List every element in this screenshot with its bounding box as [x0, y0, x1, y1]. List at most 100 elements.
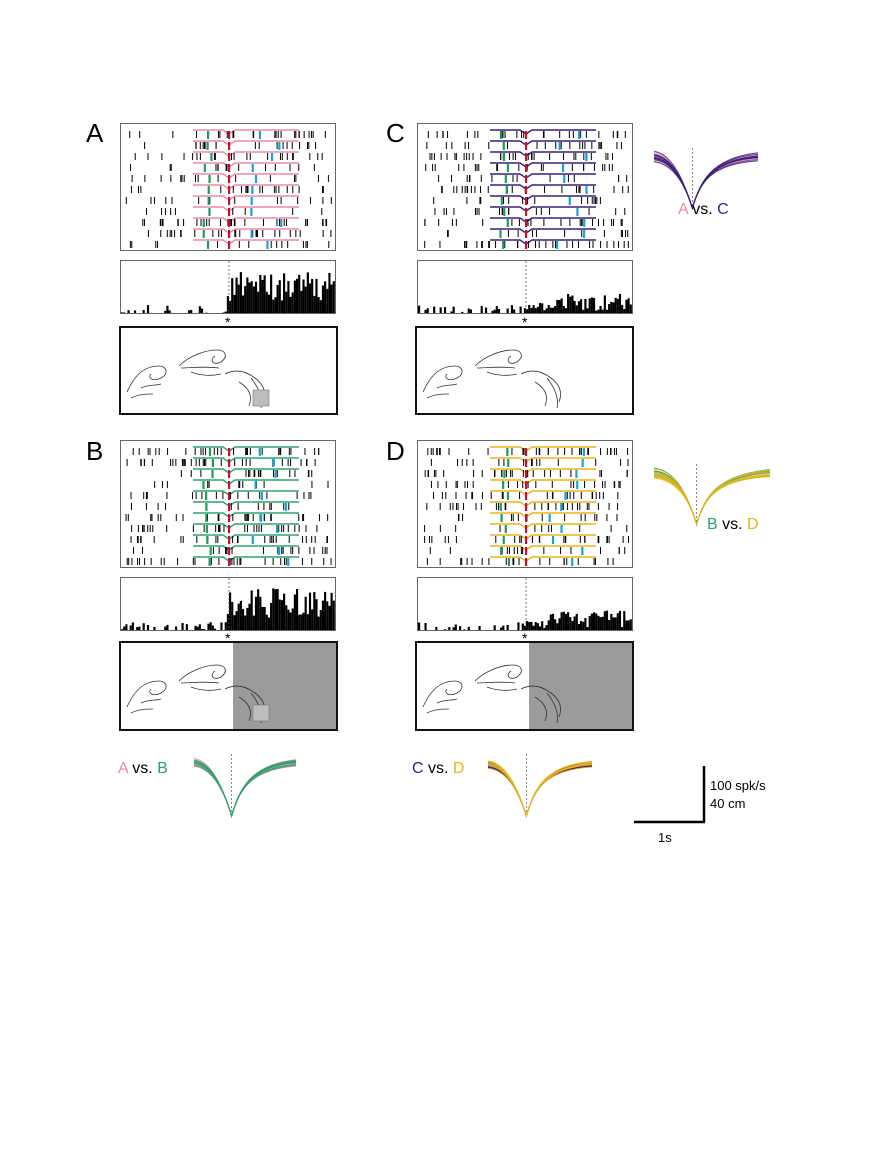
histogram-bar — [125, 624, 128, 630]
trajectory-trace — [193, 162, 299, 168]
histogram-bar — [276, 284, 279, 313]
histogram-bar — [308, 592, 312, 630]
event-tick — [525, 197, 528, 205]
occluder — [232, 643, 336, 729]
histogram-bar — [601, 309, 604, 313]
histogram-bar — [241, 608, 245, 630]
histogram-bar — [582, 309, 585, 313]
histogram-bar — [528, 621, 531, 630]
event-tick — [499, 503, 502, 511]
histogram-bar — [123, 312, 126, 313]
histogram-bar — [554, 619, 557, 630]
histogram-bar — [239, 272, 242, 313]
grasp-scene-a — [119, 326, 338, 415]
histogram-bar — [510, 305, 514, 313]
event-tick — [278, 547, 281, 555]
event-tick — [500, 547, 503, 555]
histogram-bar — [469, 309, 472, 313]
event-tick — [251, 536, 254, 544]
histogram-bar — [586, 308, 589, 313]
event-tick — [272, 459, 275, 467]
histogram-bar — [235, 277, 238, 313]
histogram-bar — [532, 625, 535, 630]
event-tick — [558, 142, 561, 150]
histogram-bar — [300, 614, 303, 630]
event-tick — [502, 481, 505, 489]
histogram-bar — [194, 625, 197, 630]
histogram-bar — [190, 309, 193, 313]
hand-drawing — [126, 664, 265, 724]
histogram-bar — [252, 286, 255, 313]
event-tick — [506, 492, 510, 500]
histogram-bar — [500, 627, 503, 630]
histogram-bar — [588, 616, 591, 630]
histogram-bar — [569, 617, 572, 630]
event-tick — [505, 186, 508, 194]
histogram-bar — [231, 278, 234, 313]
histogram-bar — [196, 626, 199, 630]
label-b: B — [707, 516, 718, 533]
histogram-bar — [252, 615, 255, 630]
histogram-bar — [160, 313, 162, 314]
event-tick — [202, 219, 205, 227]
histogram-bar — [265, 291, 268, 313]
trajectory-curve — [193, 760, 297, 818]
histogram-bar — [233, 294, 236, 313]
histogram-bar — [237, 603, 240, 630]
event-tick — [228, 208, 231, 216]
event-tick — [203, 164, 206, 172]
event-tick — [502, 142, 505, 150]
event-tick — [276, 525, 279, 533]
histogram-bar — [556, 623, 559, 630]
event-tick — [500, 197, 503, 205]
label-vs: vs. — [428, 760, 449, 777]
comparison-label-a-vs-b: A vs. B — [118, 760, 168, 778]
raster-plot-b — [120, 440, 336, 568]
event-tick — [270, 153, 274, 161]
histogram-bar — [283, 593, 286, 630]
histogram-bar — [175, 626, 178, 630]
histogram-bar — [224, 622, 227, 630]
histogram-bar — [435, 626, 438, 630]
histogram-bar — [424, 623, 427, 630]
event-tick — [499, 230, 502, 238]
histogram-bar — [324, 281, 327, 313]
histogram-bar — [506, 308, 509, 313]
histogram-bar — [142, 623, 145, 630]
event-tick — [260, 492, 264, 500]
histogram-bar — [467, 626, 470, 630]
histogram-bar — [580, 621, 583, 630]
histogram-bar — [595, 310, 598, 313]
histogram-bar — [332, 281, 335, 313]
histogram-bar — [200, 628, 204, 630]
histogram-bar — [250, 590, 253, 630]
event-tick — [228, 503, 231, 511]
trajectory-trace — [490, 151, 596, 157]
trajectory-curve — [193, 764, 297, 818]
histogram-bar — [293, 594, 296, 630]
histogram-bar — [459, 626, 462, 630]
event-tick — [581, 459, 584, 467]
event-tick — [259, 514, 263, 522]
histogram-bar — [573, 300, 576, 313]
histogram-bar — [584, 618, 587, 630]
histogram-bar — [164, 626, 167, 630]
event-tick — [250, 230, 253, 238]
histogram-bar — [545, 308, 548, 313]
histogram-bar — [590, 613, 593, 630]
histogram-bar — [608, 304, 611, 313]
histogram-bar — [170, 312, 173, 313]
histogram-bar — [298, 274, 301, 313]
histogram-bar — [259, 596, 262, 630]
label-vs: vs. — [692, 201, 713, 218]
histogram-bar — [556, 299, 559, 313]
histogram-bar — [280, 600, 283, 630]
histogram-bar — [592, 297, 596, 313]
histogram-bar — [121, 629, 124, 630]
histogram-bar — [599, 617, 602, 630]
histogram-d — [417, 577, 633, 631]
histogram-bar — [330, 284, 333, 313]
histogram-bar — [610, 301, 613, 313]
event-tick — [564, 492, 567, 500]
histogram-bar — [509, 313, 511, 314]
